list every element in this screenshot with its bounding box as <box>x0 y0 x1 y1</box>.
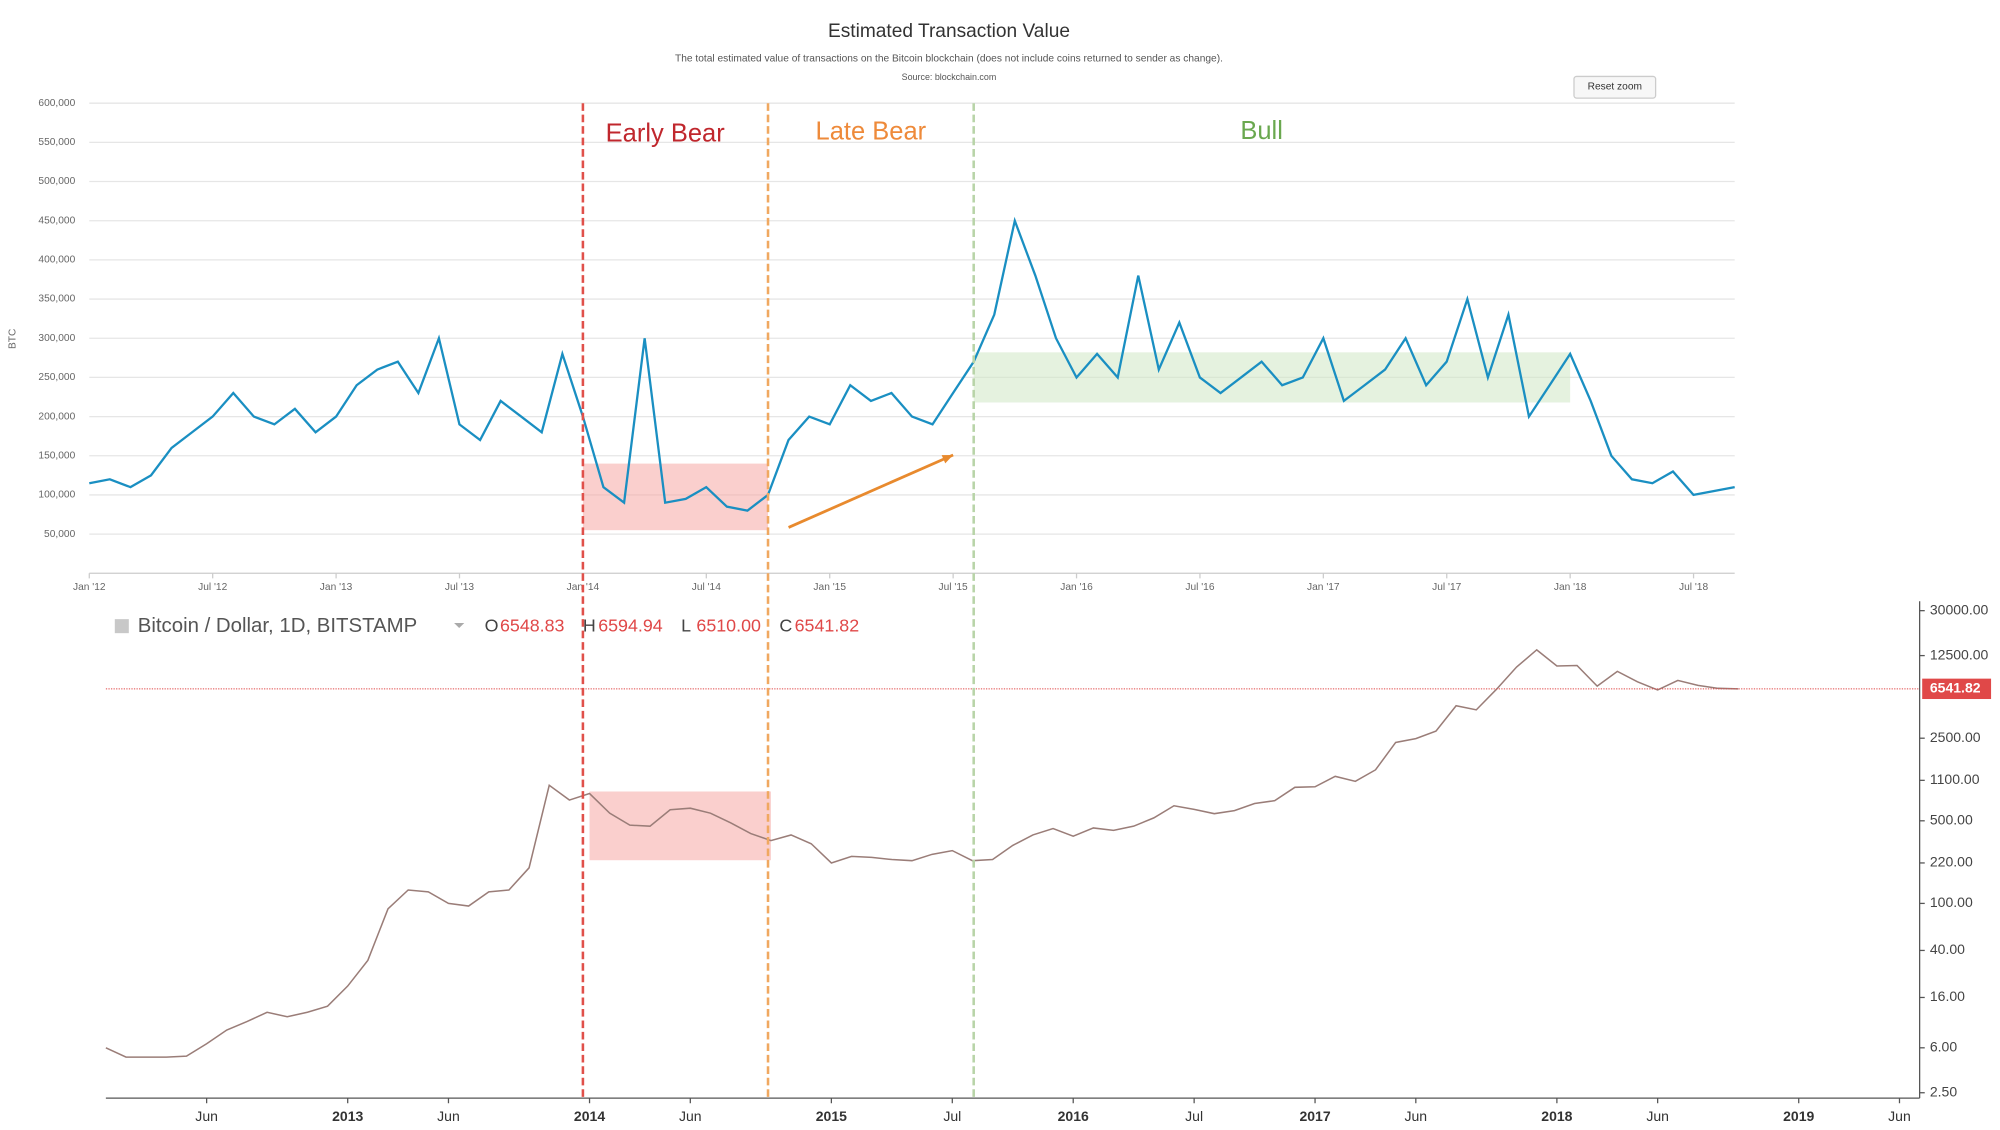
chart-title: Estimated Transaction Value <box>828 21 1070 42</box>
annotation: Early Bear <box>606 119 726 147</box>
x-tick-label: Jul <box>1185 1108 1203 1124</box>
x-tick-label: Jul '12 <box>198 582 227 593</box>
ohlc-value: 6541.82 <box>795 616 860 636</box>
ohlc-value: 6594.94 <box>598 616 663 636</box>
annotation: Late Bear <box>816 118 927 146</box>
y-tick-label: 2.50 <box>1930 1083 1958 1099</box>
arrow-head <box>941 454 954 464</box>
y-tick-label: 2500.00 <box>1930 729 1981 745</box>
x-tick-label: Jun <box>679 1108 702 1124</box>
reset-zoom-button[interactable]: Reset zoom <box>1573 75 1657 99</box>
dropdown-icon <box>454 622 465 629</box>
annotation: Bull <box>1240 117 1283 145</box>
ohlc-key: L <box>681 616 691 636</box>
x-tick-label: 2019 <box>1783 1108 1814 1124</box>
last-price-box <box>1922 678 1992 700</box>
x-tick-label: Jul '16 <box>1185 582 1214 593</box>
x-tick-label: Jan '12 <box>73 582 106 593</box>
ohlc-key: O <box>485 616 499 636</box>
y-tick-label: 40.00 <box>1930 941 1965 957</box>
x-tick-label: Jan '16 <box>1060 582 1093 593</box>
y-tick-label: 250,000 <box>38 372 75 383</box>
x-tick-label: Jun <box>1888 1108 1911 1124</box>
y-tick-label: 350,000 <box>38 294 75 305</box>
y-tick-label: 30000.00 <box>1930 601 1989 617</box>
y-tick-label: 450,000 <box>38 215 75 226</box>
data-line <box>89 216 1735 512</box>
y-tick-label: 12500.00 <box>1930 646 1989 662</box>
x-tick-label: 2014 <box>574 1108 605 1124</box>
symbol-icon <box>114 619 129 634</box>
y-tick-label: 150,000 <box>38 450 75 461</box>
x-tick-label: Jan '18 <box>1554 582 1587 593</box>
y-tick-label: 500,000 <box>38 176 75 187</box>
ohlc-value: 6510.00 <box>696 616 761 636</box>
x-tick-label: Jul '14 <box>692 582 721 593</box>
x-tick-label: 2016 <box>1058 1108 1089 1124</box>
x-tick-label: Jan '15 <box>813 582 846 593</box>
region <box>973 352 1571 403</box>
data-line <box>105 648 1739 1058</box>
x-tick-label: 2013 <box>332 1108 363 1124</box>
x-tick-label: Jan '13 <box>320 582 353 593</box>
ohlc-key: H <box>583 616 596 636</box>
y-tick-label: 500.00 <box>1930 812 1973 828</box>
region <box>582 463 769 531</box>
y-tick-label: 200,000 <box>38 411 75 422</box>
y-tick-label: 100.00 <box>1930 894 1973 910</box>
x-tick-label: Jun <box>1405 1108 1428 1124</box>
y-tick-label: 600,000 <box>38 98 75 109</box>
x-tick-label: Jul <box>943 1108 961 1124</box>
y-tick-label: 300,000 <box>38 333 75 344</box>
x-tick-label: Jul '15 <box>939 582 968 593</box>
x-tick-label: Jul '17 <box>1432 582 1461 593</box>
button-label[interactable]: Reset zoom <box>1588 81 1642 92</box>
x-tick-label: 2018 <box>1541 1108 1572 1124</box>
symbol-title: Bitcoin / Dollar, 1D, BITSTAMP <box>138 615 417 637</box>
y-tick-label: 400,000 <box>38 255 75 266</box>
x-tick-label: Jun <box>195 1108 218 1124</box>
y-tick-label: 100,000 <box>38 490 75 501</box>
y-tick-label: 550,000 <box>38 137 75 148</box>
x-tick-label: Jul '13 <box>445 582 474 593</box>
x-tick-label: Jul '18 <box>1679 582 1708 593</box>
x-tick-label: Jun <box>437 1108 460 1124</box>
button-box[interactable] <box>1573 75 1657 99</box>
x-tick-label: Jun <box>1646 1108 1669 1124</box>
x-tick-label: 2017 <box>1299 1108 1330 1124</box>
y-tick-label: 16.00 <box>1930 988 1965 1004</box>
arrow-shaft <box>788 453 954 529</box>
last-price-label: 6541.82 <box>1930 680 1981 696</box>
y-tick-label: 1100.00 <box>1930 771 1980 787</box>
x-tick-label: Jan '17 <box>1307 582 1340 593</box>
chart-subtitle: The total estimated value of transaction… <box>675 53 1223 64</box>
y-axis-label: BTC <box>7 329 18 349</box>
x-tick-label: 2015 <box>816 1108 847 1124</box>
ohlc-key: C <box>779 616 792 636</box>
region <box>589 791 771 861</box>
ohlc-value: 6548.83 <box>500 616 565 636</box>
y-tick-label: 6.00 <box>1930 1039 1958 1055</box>
y-tick-label: 220.00 <box>1930 854 1973 870</box>
chart-source: Source: blockchain.com <box>902 72 997 82</box>
y-tick-label: 50,000 <box>44 529 76 540</box>
